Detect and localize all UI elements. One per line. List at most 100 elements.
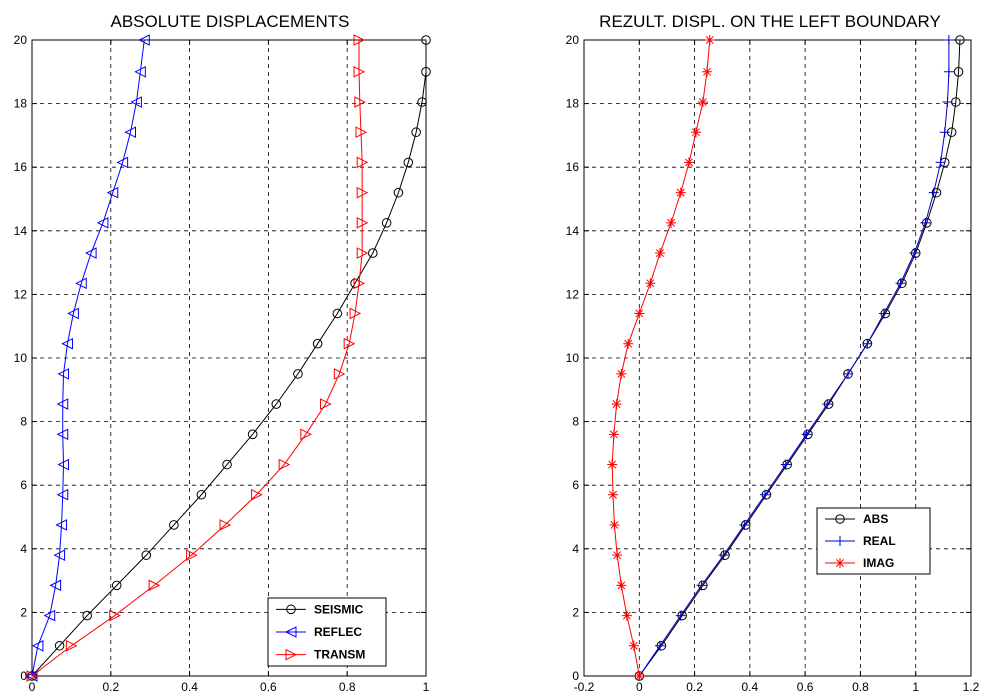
data-point-real (920, 217, 931, 228)
data-point-reflec (75, 277, 87, 290)
y-tick-label: 4 (572, 542, 579, 556)
data-point-reflec (56, 428, 69, 441)
data-point-real (909, 248, 920, 259)
y-tick-label: 16 (566, 160, 580, 174)
data-point-transm (186, 549, 198, 561)
y-tick-label: 12 (14, 287, 28, 301)
data-point-transm (219, 519, 232, 531)
y-tick-label: 20 (566, 33, 580, 47)
data-point-seismic (381, 218, 392, 228)
legend-label: SEISMIC (314, 602, 364, 616)
y-tick-label: 2 (572, 605, 579, 619)
y-tick-label: 14 (14, 224, 28, 238)
y-tick-label: 20 (14, 33, 28, 47)
y-tick-label: 6 (20, 478, 27, 492)
data-point-imag (690, 127, 701, 138)
x-tick-label: 1.2 (963, 680, 980, 694)
data-point-reflec (57, 368, 70, 380)
legend-marker (835, 536, 845, 546)
x-tick-label: 0.2 (686, 680, 703, 694)
data-point-transm (356, 217, 369, 229)
data-point-transm (356, 247, 369, 259)
x-tick-label: 0.8 (852, 680, 869, 694)
legend-marker (285, 648, 298, 661)
chart-title: ABSOLUTE DISPLACEMENTS (110, 12, 349, 31)
data-point-imag (634, 671, 645, 681)
data-point-seismic (293, 369, 303, 379)
x-tick-label: 0 (29, 680, 36, 694)
legend-label: REFLEC (314, 625, 362, 639)
legend: SEISMIC REFLEC TRANSM (267, 597, 387, 667)
data-point-reflec (53, 549, 66, 561)
x-axis: 0 0.2 0.4 0.6 0.8 1 (29, 40, 430, 694)
data-point-reflec (138, 34, 150, 46)
legend-label: TRANSM (314, 648, 365, 662)
data-point-transm (65, 639, 78, 652)
data-point-reflec (56, 398, 69, 410)
y-tick-label: 18 (566, 97, 580, 111)
series-line-transm (31, 40, 363, 677)
data-point-real (842, 368, 853, 379)
data-point-real (862, 338, 873, 349)
data-point-imag (675, 187, 686, 198)
data-point-imag (607, 459, 618, 470)
data-point-abs (953, 67, 964, 77)
data-point-real (878, 308, 889, 319)
data-point-imag (666, 217, 677, 228)
data-point-seismic (169, 520, 179, 530)
y-tick-label: 2 (20, 605, 27, 619)
data-point-real (939, 127, 950, 138)
data-point-transm (356, 156, 369, 169)
data-point-real (943, 66, 954, 77)
chart-title: REZULT. DISPL. ON THE LEFT BOUNDARY (599, 12, 941, 31)
data-point-imag (684, 157, 695, 168)
data-point-reflec (84, 247, 97, 259)
series-real (634, 35, 954, 681)
data-point-imag (623, 338, 634, 349)
y-tick-label: 4 (20, 542, 27, 556)
legend-marker (286, 604, 296, 615)
data-point-reflec (49, 579, 62, 592)
data-point-transm (109, 609, 121, 622)
data-point-imag (704, 35, 715, 45)
data-point-transm (353, 34, 366, 46)
y-tick-label: 8 (572, 415, 579, 429)
legend-marker (835, 514, 845, 524)
chart-rezult-displ-left-boundary: REZULT. DISPL. ON THE LEFT BOUNDARY -0.2… (566, 12, 980, 694)
data-point-real (895, 278, 906, 289)
data-point-reflec (130, 96, 142, 108)
data-point-transm (26, 670, 39, 682)
data-point-real (935, 157, 946, 168)
legend-item-imag: IMAG (825, 556, 894, 570)
data-point-imag (702, 66, 713, 77)
data-point-transm (355, 126, 368, 139)
data-point-reflec (43, 609, 56, 622)
data-point-real (822, 399, 833, 410)
y-tick-label: 10 (566, 351, 580, 365)
data-point-seismic (312, 338, 323, 349)
y-tick-label: 16 (14, 160, 28, 174)
data-point-transm (343, 337, 356, 350)
data-point-real (928, 187, 939, 198)
y-tick-label: 8 (20, 415, 27, 429)
y-tick-label: 18 (14, 97, 28, 111)
data-point-real (942, 97, 953, 108)
data-point-transm (349, 307, 362, 320)
x-tick-label: 0.6 (797, 680, 814, 694)
data-point-seismic (393, 187, 404, 198)
legend-label: IMAG (863, 556, 894, 570)
x-tick-label: 0 (636, 680, 643, 694)
x-tick-label: -0.2 (574, 680, 595, 694)
x-axis: -0.2 0 0.2 0.4 0.6 0.8 1 1.2 (574, 40, 980, 694)
y-tick-label: 0 (20, 669, 27, 683)
data-point-imag (697, 97, 708, 108)
data-point-seismic (222, 459, 232, 470)
data-point-reflec (61, 337, 73, 350)
data-point-real (739, 519, 750, 530)
data-point-seismic (196, 489, 207, 500)
data-point-reflec (57, 458, 70, 471)
series-reflec (25, 34, 150, 682)
data-point-transm (354, 96, 366, 108)
data-point-imag (628, 640, 639, 651)
